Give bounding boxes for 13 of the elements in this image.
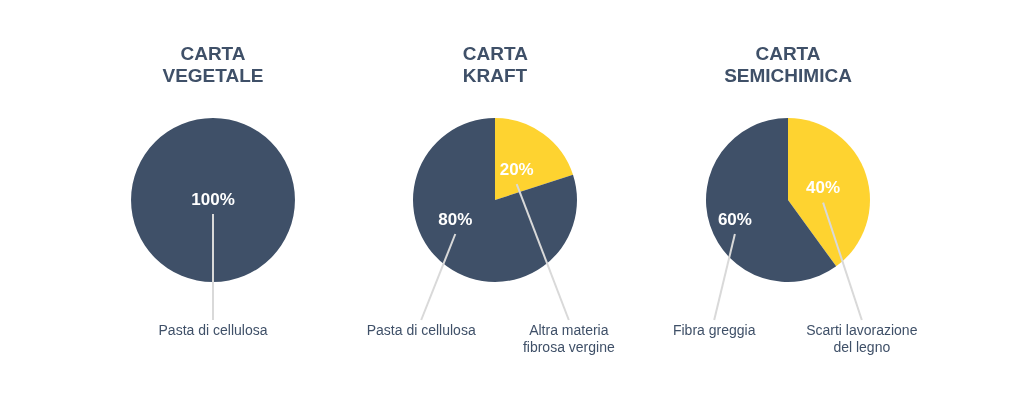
data-label: 100%	[191, 189, 235, 209]
chart-title: CARTA KRAFT	[462, 43, 528, 87]
slice-label: Altra materia fibrosa vergine	[522, 321, 615, 355]
data-label: 60%	[717, 209, 752, 229]
slice-label: Pasta di cellulosa	[158, 321, 268, 338]
data-label: 80%	[438, 209, 473, 229]
chart-title: CARTA SEMICHIMICA	[724, 43, 852, 87]
chart-title: CARTA VEGETALE	[162, 43, 264, 87]
data-label: 40%	[806, 178, 841, 198]
slice-label: Fibra greggia	[672, 321, 756, 338]
slice-label: Scarti lavorazione del legno	[806, 321, 918, 355]
data-label: 20%	[499, 159, 534, 179]
slice-label: Pasta di cellulosa	[366, 321, 476, 338]
